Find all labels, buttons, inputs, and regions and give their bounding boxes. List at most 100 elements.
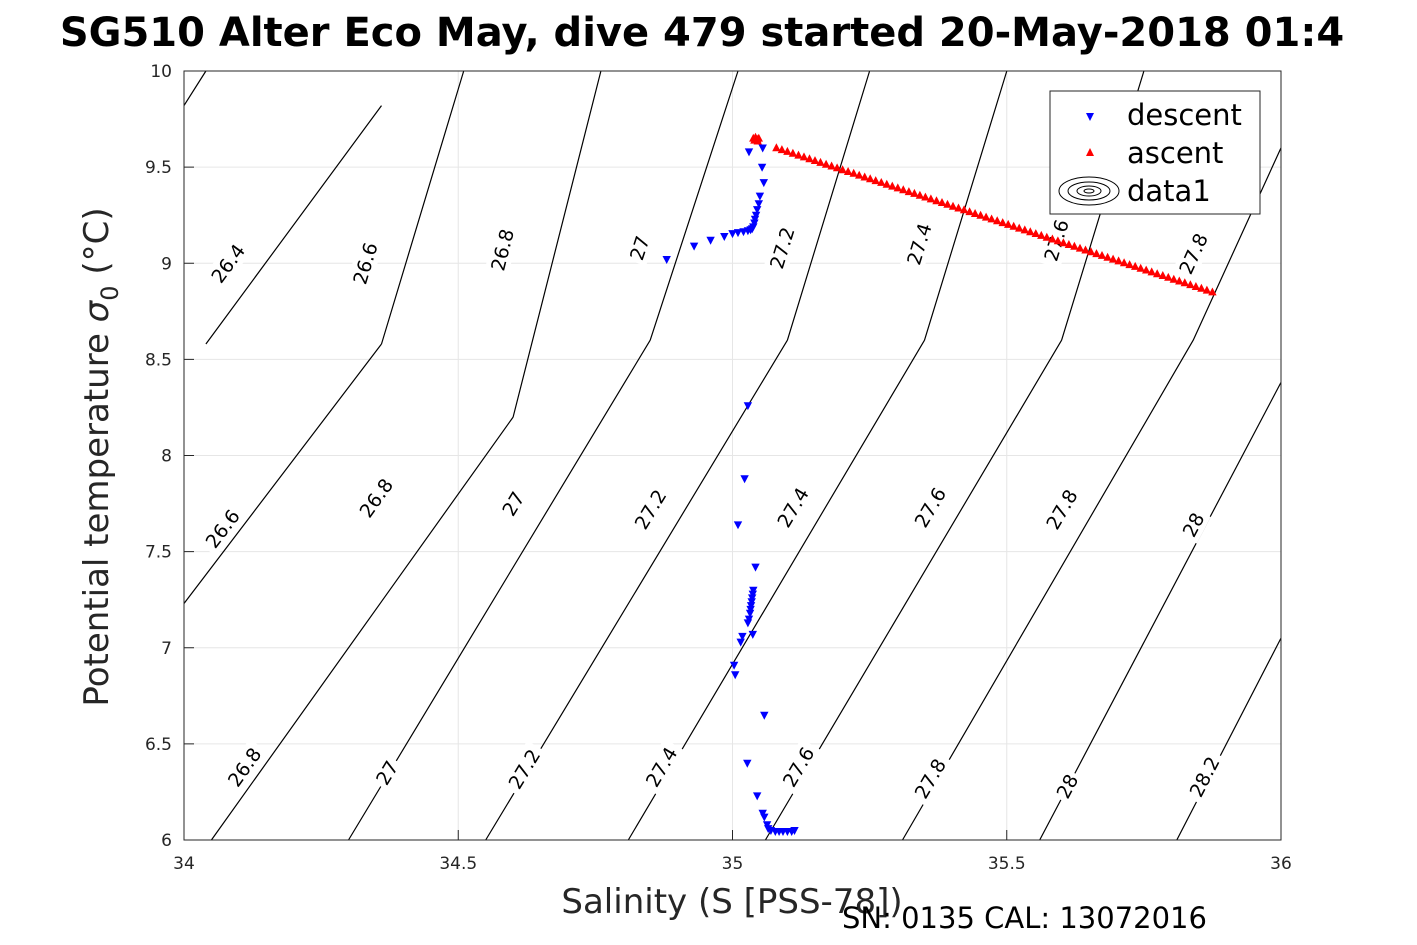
legend-contour-icon [1058,176,1120,206]
ascent-point [1208,287,1217,296]
descent-point [760,813,769,822]
x-axis-ticks: 34 34.5 35 35.5 36 [173,830,1292,874]
ascent-point [1009,221,1018,230]
ascent-point [1136,263,1145,272]
ascent-point [1081,245,1090,254]
y-axis-label-main: Potential temperature [77,322,117,706]
ascent-point [849,168,858,177]
ascent-point [1147,267,1156,276]
ascent-point [794,150,803,159]
ascent-point [1042,232,1051,241]
ascent-point [915,190,925,199]
ascent-point [1086,247,1096,256]
descent-point [662,256,671,264]
contour-line-1 [183,70,465,604]
contour-label-mask [1181,747,1227,806]
ascent-point [893,183,902,192]
y-axis-label-sub: 0 [96,285,124,300]
ascent-point [1119,258,1129,267]
ascent-point [970,209,980,217]
ascent-point [866,174,875,183]
ascent-point [1075,243,1085,252]
contour-line-8 [1039,382,1282,841]
ascent-point [860,172,869,181]
ascent-point [998,218,1007,227]
ascent-point [1158,271,1167,279]
ascent-point [959,205,969,214]
contour-label-mask [1038,480,1086,538]
legend-descent-marker [1086,113,1094,121]
descent-point [720,233,729,241]
contour-line-2 [210,70,602,841]
descent-point [745,609,755,618]
ascent-point [805,154,814,163]
y-tick-label-4: 8 [161,447,172,467]
y-tick-label-1: 6.5 [145,735,172,755]
descent-point [758,144,767,153]
ascent-point [1142,265,1151,274]
descent-point [757,163,767,172]
ascent-point [855,170,864,179]
ascent-point [843,167,853,175]
ascent-point [877,178,886,186]
descent-point [743,619,753,628]
legend-data1-label: data1 [1127,174,1211,208]
contour-label-mask [1171,224,1215,283]
ascent-point [871,176,880,185]
ascent-point [783,146,792,155]
contour-label-mask [637,738,685,796]
contour-label-mask [351,469,401,526]
ascent-point [981,212,991,221]
contour-label-mask [906,478,954,536]
ascent-point [1092,249,1101,258]
ascent-point [816,157,825,166]
contour-line-3 [347,70,739,841]
descent-point [790,827,799,835]
ascent-point [943,199,952,208]
contour-label-mask [1175,505,1211,544]
descent-point [689,242,699,251]
x-tick-label-4: 36 [1270,854,1292,874]
ascent-point [993,216,1002,225]
ascent-point [1020,225,1029,234]
ascent-point [954,203,963,212]
ascent-point [1026,227,1035,236]
ascent-point [1048,234,1057,243]
descent-point [753,792,762,801]
y-axis-ticks: 6 6.5 7 7.5 8 8.5 9 9.5 10 [145,62,194,851]
ascent-point [777,145,787,154]
contour-label-group-3-2: 27 [623,229,656,266]
ascent-point [1125,260,1134,269]
ascent-point [810,156,820,164]
descent-point [751,563,760,572]
y-axis-label-unit: (°C) [77,207,117,285]
ascent-point [1180,278,1189,287]
y-tick-label-6: 9 [161,254,172,274]
contour-label-mask [368,753,405,792]
ascent-point [1131,261,1140,270]
ascent-point [937,198,947,206]
ascent-point [1114,256,1123,265]
descent-point [729,661,739,670]
data-markers [662,132,1217,836]
descent-point [760,711,769,720]
y-axis-label: Potential temperature σ0 (°C) [77,207,124,706]
ascent-point [910,188,919,197]
ascent-point [1191,282,1201,290]
ascent-point [1186,280,1195,289]
contour-label-mask [1049,767,1085,806]
ascent-point [1103,252,1112,261]
descent-point [706,236,715,245]
ascent-point [1031,229,1040,237]
x-tick-label-2: 35 [722,854,744,874]
ascent-point [1064,240,1074,248]
contour-label-mask [219,738,270,796]
chart-title: SG510 Alter Eco May, dive 479 started 20… [60,10,1344,56]
legend: descent ascent data1 [1049,90,1261,215]
descent-point [743,402,753,411]
ascent-point [1202,285,1212,294]
descent-point [759,179,768,188]
x-axis-label: Salinity (S [PSS-78]) [561,882,902,922]
contour-label-mask [774,738,822,796]
descent-point [733,229,743,238]
